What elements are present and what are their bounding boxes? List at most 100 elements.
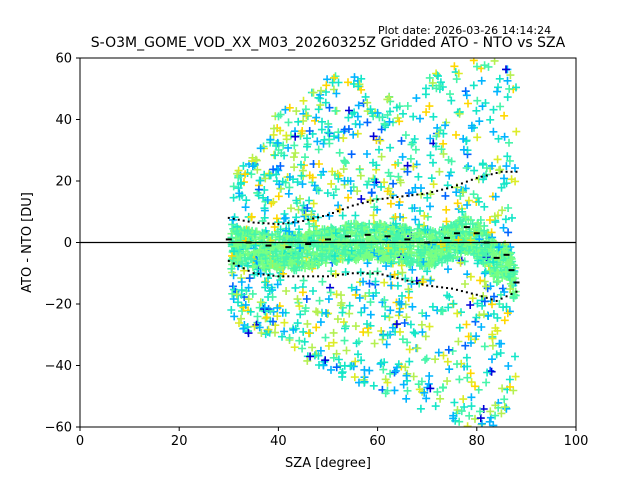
lower-sigma-marker: [322, 275, 325, 278]
scatter-point: [439, 383, 447, 392]
scatter-point: [426, 276, 435, 285]
scatter-point: [321, 333, 330, 342]
scatter-point: [489, 258, 498, 266]
upper-sigma-marker: [480, 175, 483, 178]
scatter-point: [480, 202, 489, 211]
scatter-point: [255, 176, 264, 185]
scatter-point: [425, 102, 434, 111]
scatter-point: [279, 141, 288, 150]
scatter-point: [428, 78, 437, 87]
scatter-point: [297, 171, 306, 180]
scatter-point: [338, 211, 347, 220]
scatter-point: [434, 348, 443, 357]
mean-marker: [453, 232, 460, 235]
lower-sigma-marker: [485, 296, 488, 299]
scatter-point: [376, 136, 385, 145]
scatter-point: [273, 280, 282, 289]
scatter-point: [339, 318, 348, 327]
scatter-point: [462, 320, 471, 329]
scatter-point: [437, 145, 446, 154]
upper-sigma-marker: [441, 188, 444, 191]
scatter-point: [502, 179, 511, 188]
scatter-point: [425, 372, 434, 380]
scatter-point: [322, 254, 331, 262]
scatter-point: [414, 380, 423, 389]
scatter-point: [303, 142, 311, 151]
scatter-point: [310, 351, 319, 360]
upper-sigma-marker: [267, 222, 270, 225]
scatter-point: [452, 75, 461, 84]
scatter-point: [280, 318, 289, 327]
scatter-point: [313, 308, 322, 317]
scatter-point: [422, 108, 431, 117]
scatter-point: [241, 300, 250, 309]
scatter-point: [274, 192, 283, 201]
scatter-point: [395, 117, 404, 126]
scatter-point: [385, 313, 394, 322]
scatter-point: [486, 407, 495, 416]
scatter-point: [325, 211, 334, 220]
scatter-point: [463, 200, 472, 209]
scatter-point: [476, 216, 485, 224]
scatter-point: [261, 330, 270, 339]
upper-sigma-marker: [272, 222, 275, 225]
scatter-point: [293, 295, 302, 304]
scatter-point: [442, 217, 451, 226]
scatter-point: [467, 402, 476, 411]
scatter-point: [282, 287, 291, 295]
lower-sigma-marker: [446, 287, 449, 290]
scatter-point: [227, 306, 236, 314]
scatter-point: [463, 422, 472, 427]
scatter-point: [307, 210, 316, 219]
scatter-point: [502, 65, 510, 74]
scatter-point: [331, 229, 340, 238]
scatter-point: [305, 228, 314, 237]
scatter-point: [386, 143, 395, 152]
scatter-point: [452, 130, 460, 139]
scatter-point: [440, 227, 449, 236]
scatter-point: [305, 171, 314, 180]
scatter-point: [354, 101, 363, 110]
lower-sigma-marker: [262, 273, 265, 276]
scatter-point: [469, 58, 478, 65]
scatter-point: [366, 310, 375, 319]
scatter-point: [454, 69, 463, 78]
scatter-point: [437, 249, 445, 258]
scatter-point: [405, 345, 414, 354]
scatter-point: [272, 214, 281, 223]
scatter-point: [260, 263, 269, 272]
scatter-point: [331, 106, 340, 115]
scatter-point: [229, 193, 238, 202]
scatter-point: [278, 332, 286, 341]
scatter-point: [358, 221, 366, 230]
scatter-point: [412, 94, 421, 103]
scatter-point: [445, 171, 454, 180]
scatter-point: [349, 130, 358, 139]
scatter-point: [488, 330, 497, 339]
scatter-point: [370, 203, 379, 212]
scatter-point: [237, 286, 246, 295]
y-tick-label: 20: [55, 175, 72, 190]
scatter-point: [322, 309, 330, 317]
scatter-point: [309, 287, 317, 295]
scatter-point: [290, 343, 299, 352]
scatter-point: [307, 258, 316, 267]
scatter-point: [429, 180, 438, 189]
scatter-point: [453, 309, 462, 318]
scatter-point: [243, 227, 252, 235]
scatter-point: [239, 324, 248, 333]
scatter-point: [403, 386, 412, 395]
scatter-point: [299, 233, 308, 242]
scatter-point: [250, 322, 259, 331]
scatter-point: [269, 197, 278, 206]
scatter-point: [493, 155, 502, 164]
scatter-point: [334, 355, 343, 364]
scatter-point: [246, 307, 255, 316]
scatter-point: [274, 112, 283, 121]
scatter-point: [511, 164, 519, 173]
scatter-point: [422, 311, 431, 320]
scatter-point: [342, 346, 351, 355]
scatter-point: [477, 323, 486, 331]
scatter-point: [280, 214, 289, 223]
scatter-point: [290, 163, 299, 172]
